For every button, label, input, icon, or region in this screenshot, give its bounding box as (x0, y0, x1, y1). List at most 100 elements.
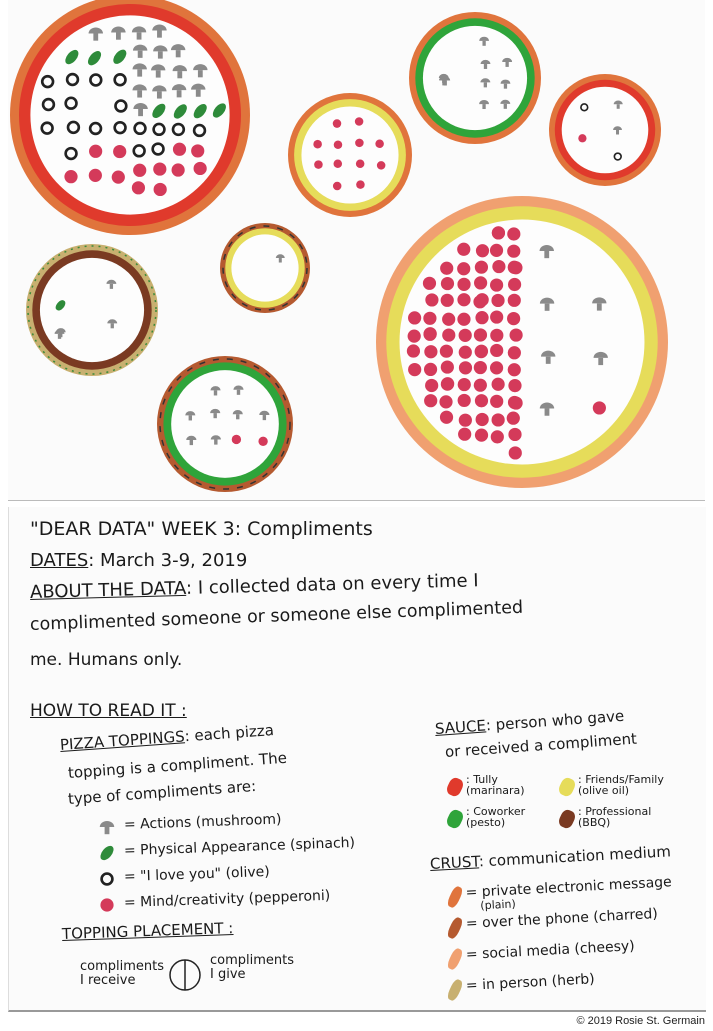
spinach-topping (193, 103, 207, 119)
spinach-topping (113, 49, 127, 64)
pizza (26, 244, 158, 376)
pepperoni-topping (440, 261, 454, 275)
olive-icon (100, 872, 114, 886)
mushroom-topping (539, 297, 555, 311)
olive-topping (114, 99, 128, 113)
pepperoni-topping (131, 181, 146, 195)
mushroom-topping (107, 319, 118, 329)
crust-label: CRUST (429, 852, 480, 873)
pepperoni-topping (333, 159, 343, 168)
pepperoni-topping (423, 327, 437, 341)
pepperoni-topping (113, 144, 127, 159)
sauce-legend-item: : Friends/Family (olive oil) (578, 774, 664, 796)
pepperoni-topping (475, 293, 489, 307)
mushroom-topping (153, 45, 168, 59)
pepperoni-topping (507, 277, 522, 292)
olive-topping (100, 872, 114, 886)
pepperoni-topping (423, 311, 437, 325)
pepperoni-topping (578, 134, 587, 143)
mushroom-topping (540, 350, 556, 364)
pizza-cheese-area (399, 219, 645, 465)
pepperoni-topping (133, 163, 147, 177)
sauce-legend-label: : Coworker (466, 805, 526, 818)
pepperoni-topping (406, 344, 421, 358)
pepperoni-topping (439, 395, 453, 409)
mushroom-topping (479, 99, 490, 110)
olive-topping (88, 121, 103, 136)
pepperoni-topping (153, 162, 167, 176)
pizza-cheese-area (231, 234, 299, 302)
sauce-legend-sub: (olive oil) (578, 784, 630, 797)
pepperoni-topping (458, 345, 472, 359)
pepperoni-topping (375, 139, 384, 149)
pepperoni-topping (64, 170, 78, 184)
pepperoni-topping (490, 310, 504, 324)
about-line-3: me. Humans only. (30, 650, 183, 670)
pepperoni-topping (440, 293, 454, 307)
pizza (288, 93, 412, 217)
mushroom-topping (479, 36, 490, 46)
mushroom-topping (480, 59, 491, 69)
pepperoni-topping (355, 159, 365, 169)
pepperoni-topping (508, 379, 522, 393)
pepperoni-topping (473, 378, 487, 392)
pepperoni-topping (422, 276, 437, 290)
dates-value: : March 3-9, 2019 (88, 550, 248, 571)
olive-topping (171, 122, 186, 137)
pepperoni-topping (592, 401, 606, 415)
pepperoni-topping (333, 140, 343, 150)
pepperoni-topping (440, 377, 455, 391)
olive-topping (113, 120, 127, 135)
pepperoni-topping (313, 139, 322, 149)
spinach-topping (65, 49, 79, 65)
olive-topping (152, 122, 166, 137)
mushroom-topping (593, 351, 608, 366)
mushroom-topping (170, 44, 186, 58)
pepperoni-topping (356, 180, 365, 189)
pepperoni-topping (509, 396, 523, 410)
pizza (376, 196, 668, 488)
spinach-topping (173, 104, 187, 119)
pizza-cheese-area (561, 86, 649, 174)
mushroom-topping (150, 64, 166, 78)
pepperoni-topping (474, 260, 489, 274)
mushroom-topping (132, 63, 147, 77)
pepperoni-topping (491, 413, 505, 427)
pepperoni-topping (475, 412, 489, 427)
mushroom-topping (233, 385, 244, 395)
mushroom-topping (193, 64, 208, 78)
mushroom-topping (502, 57, 513, 67)
pepperoni-topping (376, 161, 386, 170)
pepperoni-topping (89, 144, 103, 158)
mushroom-topping (259, 410, 270, 421)
pepperoni-topping (509, 261, 523, 275)
pepperoni-topping (474, 344, 489, 358)
pepperoni-topping (473, 360, 487, 375)
olive-topping (133, 121, 147, 136)
mushroom-topping (55, 328, 66, 338)
pepperoni-topping (332, 181, 342, 191)
pepperoni-topping (474, 428, 489, 442)
olive-topping (192, 123, 207, 138)
dates-line: DATES: March 3-9, 2019 (30, 550, 247, 571)
pepperoni-topping (408, 362, 422, 377)
spinach-topping (212, 103, 226, 118)
mushroom-topping (592, 297, 607, 311)
mushroom-topping (132, 84, 147, 98)
pepperoni-topping (314, 160, 323, 169)
pepperoni-topping (440, 360, 454, 374)
mushroom-topping (111, 26, 126, 40)
pepperoni-topping (489, 361, 504, 375)
pepperoni-topping (492, 259, 506, 274)
olive-topping (40, 121, 54, 135)
legend-card (8, 507, 706, 1012)
mushroom-topping (191, 83, 206, 97)
sauce-legend-item: : Professional (BBQ) (578, 806, 651, 828)
placement-diagram-icon (169, 959, 201, 991)
olive-topping (41, 97, 56, 112)
pepperoni-topping (171, 163, 185, 177)
pepperoni-topping (458, 413, 472, 427)
mushroom-topping (185, 411, 196, 421)
pepperoni-topping (231, 434, 242, 445)
mushroom-topping (210, 435, 221, 445)
